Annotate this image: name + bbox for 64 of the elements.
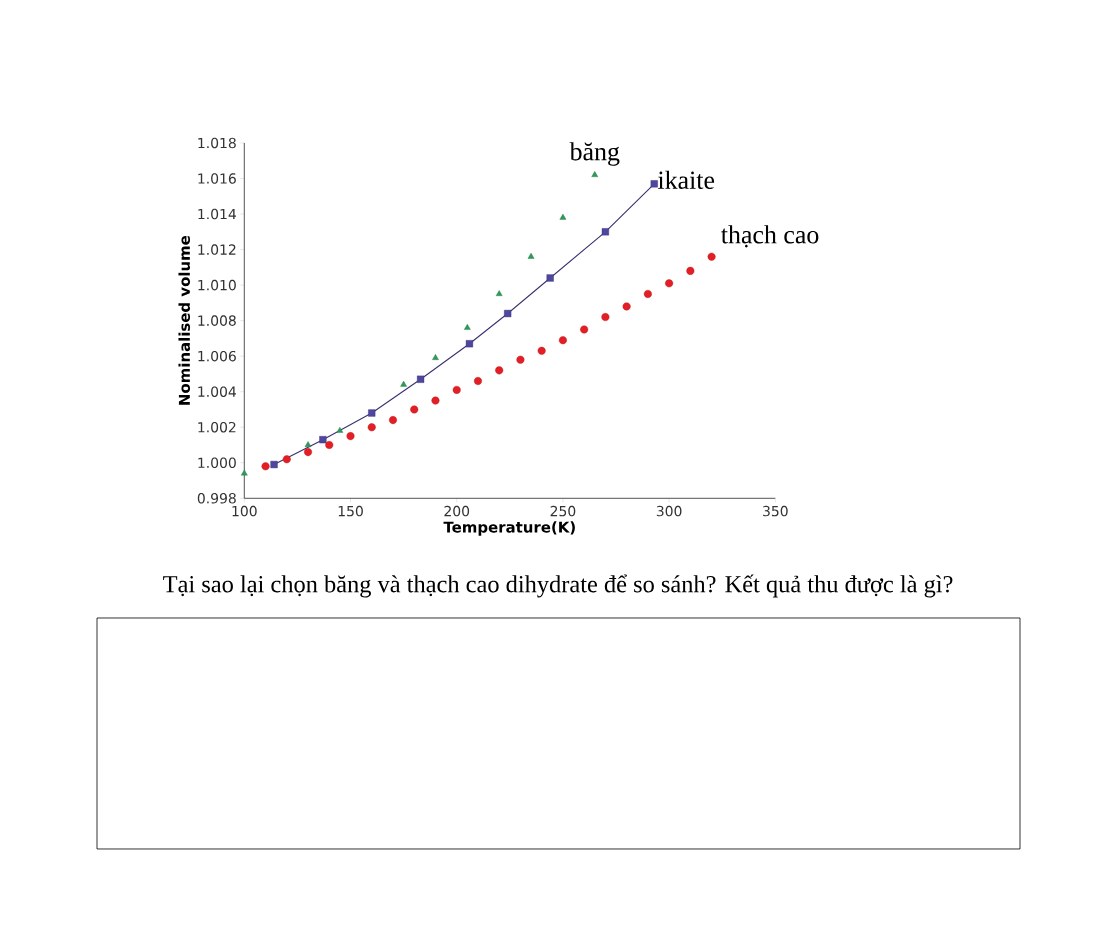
point bbox=[495, 366, 504, 375]
point bbox=[686, 266, 695, 275]
point bbox=[601, 228, 609, 236]
point bbox=[707, 252, 716, 261]
point bbox=[282, 455, 291, 464]
series-label: thạch cao bbox=[721, 225, 819, 248]
point bbox=[304, 441, 312, 447]
x-tick-label: 250 bbox=[550, 505, 576, 517]
point bbox=[580, 325, 589, 334]
series-label: băng bbox=[569, 142, 620, 166]
y-tick-label: 1.010 bbox=[198, 279, 236, 291]
point bbox=[431, 396, 440, 405]
y-tick-label: 1.014 bbox=[198, 208, 236, 220]
point bbox=[601, 313, 610, 322]
y-tick-label: 1.002 bbox=[198, 421, 236, 433]
point bbox=[559, 213, 567, 220]
y-tick-label: 1.006 bbox=[198, 350, 236, 362]
y-tick-label: 1.004 bbox=[198, 386, 236, 397]
point bbox=[336, 426, 344, 433]
text: Tại sao lại chọn băng và thạch cao dihydrate để so sánh? Kết quả thu được là gì? bbox=[163, 574, 953, 598]
point bbox=[270, 460, 278, 469]
y-tick-label: 0.998 bbox=[197, 493, 236, 504]
y-tick-label: 1.000 bbox=[198, 457, 236, 469]
point bbox=[473, 377, 482, 386]
point bbox=[558, 336, 567, 345]
x-tick-label: 100 bbox=[232, 505, 257, 517]
y-tick-label: 1.008 bbox=[198, 315, 236, 326]
point bbox=[261, 462, 270, 471]
point bbox=[346, 432, 355, 441]
x-axis-title: Temperature(K) bbox=[443, 521, 575, 536]
point bbox=[650, 180, 658, 188]
point bbox=[537, 346, 546, 355]
y-axis-title: Nominalised volume bbox=[178, 235, 191, 405]
point bbox=[400, 380, 407, 387]
point bbox=[504, 309, 512, 318]
point bbox=[368, 409, 376, 417]
x-tick-label: 150 bbox=[338, 505, 363, 517]
point bbox=[367, 423, 376, 432]
x-tick-label: 350 bbox=[763, 505, 788, 517]
point bbox=[319, 436, 327, 444]
point bbox=[643, 290, 652, 298]
point bbox=[304, 448, 313, 457]
series-label: ikaite bbox=[657, 170, 715, 189]
point bbox=[622, 302, 631, 311]
point bbox=[665, 279, 674, 288]
point bbox=[432, 354, 439, 360]
y-tick-label: 1.018 bbox=[198, 137, 236, 149]
point bbox=[591, 171, 599, 177]
point bbox=[464, 323, 471, 330]
y-tick-label: 1.016 bbox=[198, 173, 236, 184]
point bbox=[325, 441, 334, 449]
x-tick-label: 200 bbox=[444, 505, 470, 517]
point bbox=[452, 385, 461, 394]
point bbox=[527, 252, 535, 259]
y-tick-label: 1.012 bbox=[198, 244, 236, 255]
point bbox=[410, 405, 419, 414]
point bbox=[495, 290, 503, 296]
point bbox=[241, 469, 248, 476]
point bbox=[546, 274, 554, 282]
point bbox=[465, 340, 474, 348]
point bbox=[516, 355, 525, 364]
x-tick-label: 300 bbox=[656, 505, 682, 517]
point bbox=[417, 375, 425, 383]
point bbox=[389, 416, 397, 425]
